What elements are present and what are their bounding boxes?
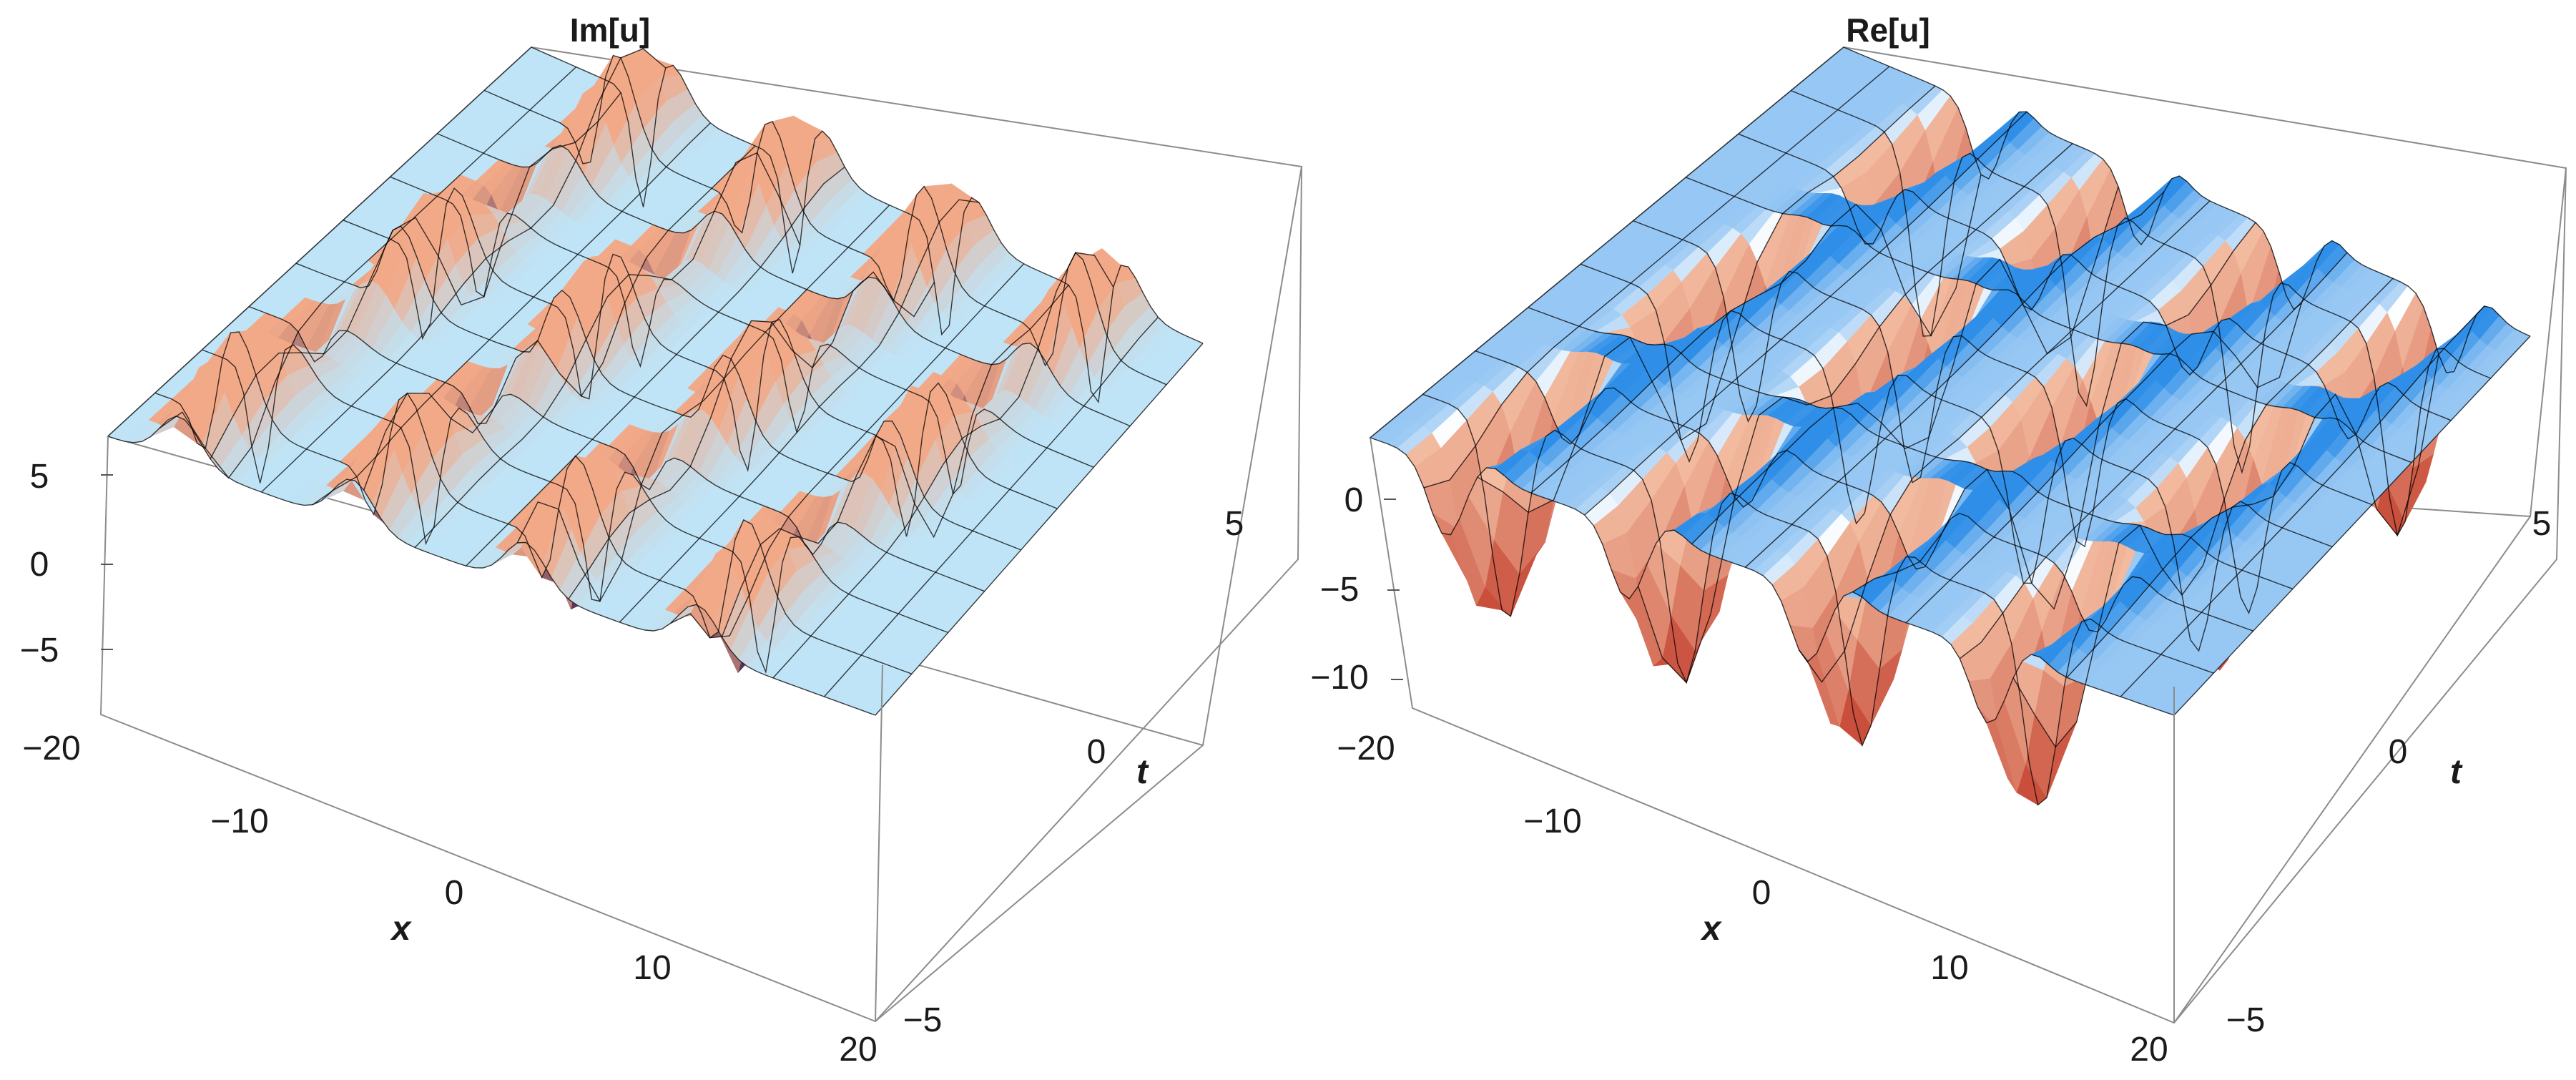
mesh-line-t [107,416,876,716]
mesh-line-x [1959,252,2348,659]
mesh-line-x [466,166,845,566]
mesh-line-t [154,331,913,674]
mesh-line-t [1528,307,2294,589]
mesh-line-x [107,46,532,437]
mesh-line-x [1745,191,2165,568]
x-tick-label: 10 [633,949,671,987]
z-tick-label: 0 [1344,481,1364,519]
t-tick-label: 5 [1225,505,1244,543]
z-tick-label: 5 [30,458,49,496]
mesh-line-x [1584,111,2027,516]
mesh-line-t [1843,46,2531,373]
mesh-line-t [1370,437,2175,724]
mesh-line-t [1686,177,2412,463]
t-tick-label: −5 [903,1001,943,1039]
axis-t: −5 0 5 t [903,505,1244,1039]
x-tick-label: 0 [445,874,464,912]
mesh-line-t [1580,263,2333,652]
mesh-line-t [1633,220,2372,615]
bounding-box-front [99,166,1302,1023]
z-tick-label: 0 [30,546,49,584]
mesh-line-x [2012,278,2394,748]
x-tick-label: −10 [1523,802,1581,840]
mesh-line-t [295,225,1021,551]
mesh-line-t [343,187,1058,537]
mesh-line-t [1791,90,2491,537]
x-tick-label: −20 [1337,730,1395,767]
mesh-line-t [390,176,1094,496]
bounding-box-front [1370,167,2567,1024]
mesh-line-x [1370,46,1844,438]
mesh-line-x [516,205,890,603]
mesh-line-x [159,67,577,479]
mesh-line-x [568,271,935,599]
mesh-line-x [261,48,667,493]
mesh-line-x [2173,335,2531,716]
plot-title: Im[u] [570,11,650,49]
x-tick-label: 20 [839,1031,877,1069]
mesh-line-x [210,92,621,459]
mesh-line-x [823,317,1159,697]
axis-t: −5 0 5 t [2226,505,2552,1039]
t-axis-label: t [1136,753,1149,791]
x-tick-label: 10 [1930,949,1968,987]
t-tick-label: 5 [2532,505,2552,543]
x-axis-label: x [1700,910,1723,948]
z-tick-label: −5 [1320,571,1360,609]
x-axis-label: x [390,910,413,948]
mesh-line-x [721,285,1069,637]
mesh-line-x [1638,143,2073,684]
axis-z: 5 0 −5 [20,458,113,669]
surface-mesh [107,46,1204,716]
mesh-line-t [1475,350,2253,633]
mesh-line-t [249,306,985,592]
mesh-line-x [1477,85,1936,514]
z-tick-label: −5 [20,632,59,669]
x-tick-label: 0 [1752,874,1771,912]
plot-title: Re[u] [1846,11,1930,49]
mesh-line-t [202,344,949,674]
mesh-line-t [531,46,1204,403]
mesh-line-x [1423,66,1890,489]
axis-z: 0 −5 −10 [1310,481,1403,697]
x-tick-label: −10 [210,802,268,840]
mesh-line-x [619,199,980,623]
plot-im-u: Im[u] 5 0 −5 −20 −10 0 10 20 x −5 0 [20,11,1303,1069]
mesh-line-x [363,145,756,491]
t-tick-label: 0 [1087,733,1106,771]
plot-re-u: Re[u] 0 −5 −10 −20 −10 0 10 20 x −5 [1310,11,2567,1069]
x-tick-label: −20 [22,730,80,767]
mesh-line-x [670,263,1025,639]
mesh-line-t [437,133,1131,427]
t-tick-label: 0 [2389,733,2408,771]
mesh-line-x [772,252,1114,679]
x-tick-label: 20 [2130,1031,2168,1069]
mesh-line-x [1530,174,1982,494]
axis-x: −20 −10 0 10 20 x [1337,730,2168,1069]
mesh-line-x [2120,305,2485,697]
mesh-line-x [2066,354,2439,678]
mesh-line-x [875,343,1204,716]
axis-x: −20 −10 0 10 20 x [22,730,877,1069]
t-tick-label: −5 [2226,1001,2266,1039]
mesh-line-x [312,122,711,506]
mesh-line-x [1905,303,2302,624]
z-tick-label: −10 [1310,659,1368,697]
surface-mesh [1370,46,2531,806]
mesh-line-x [1798,200,2211,683]
mesh-line-t [1738,133,2452,440]
mesh-line-t [1422,393,2214,806]
mesh-line-x [1852,222,2256,610]
mesh-line-x [414,152,801,548]
t-axis-label: t [2450,753,2463,791]
